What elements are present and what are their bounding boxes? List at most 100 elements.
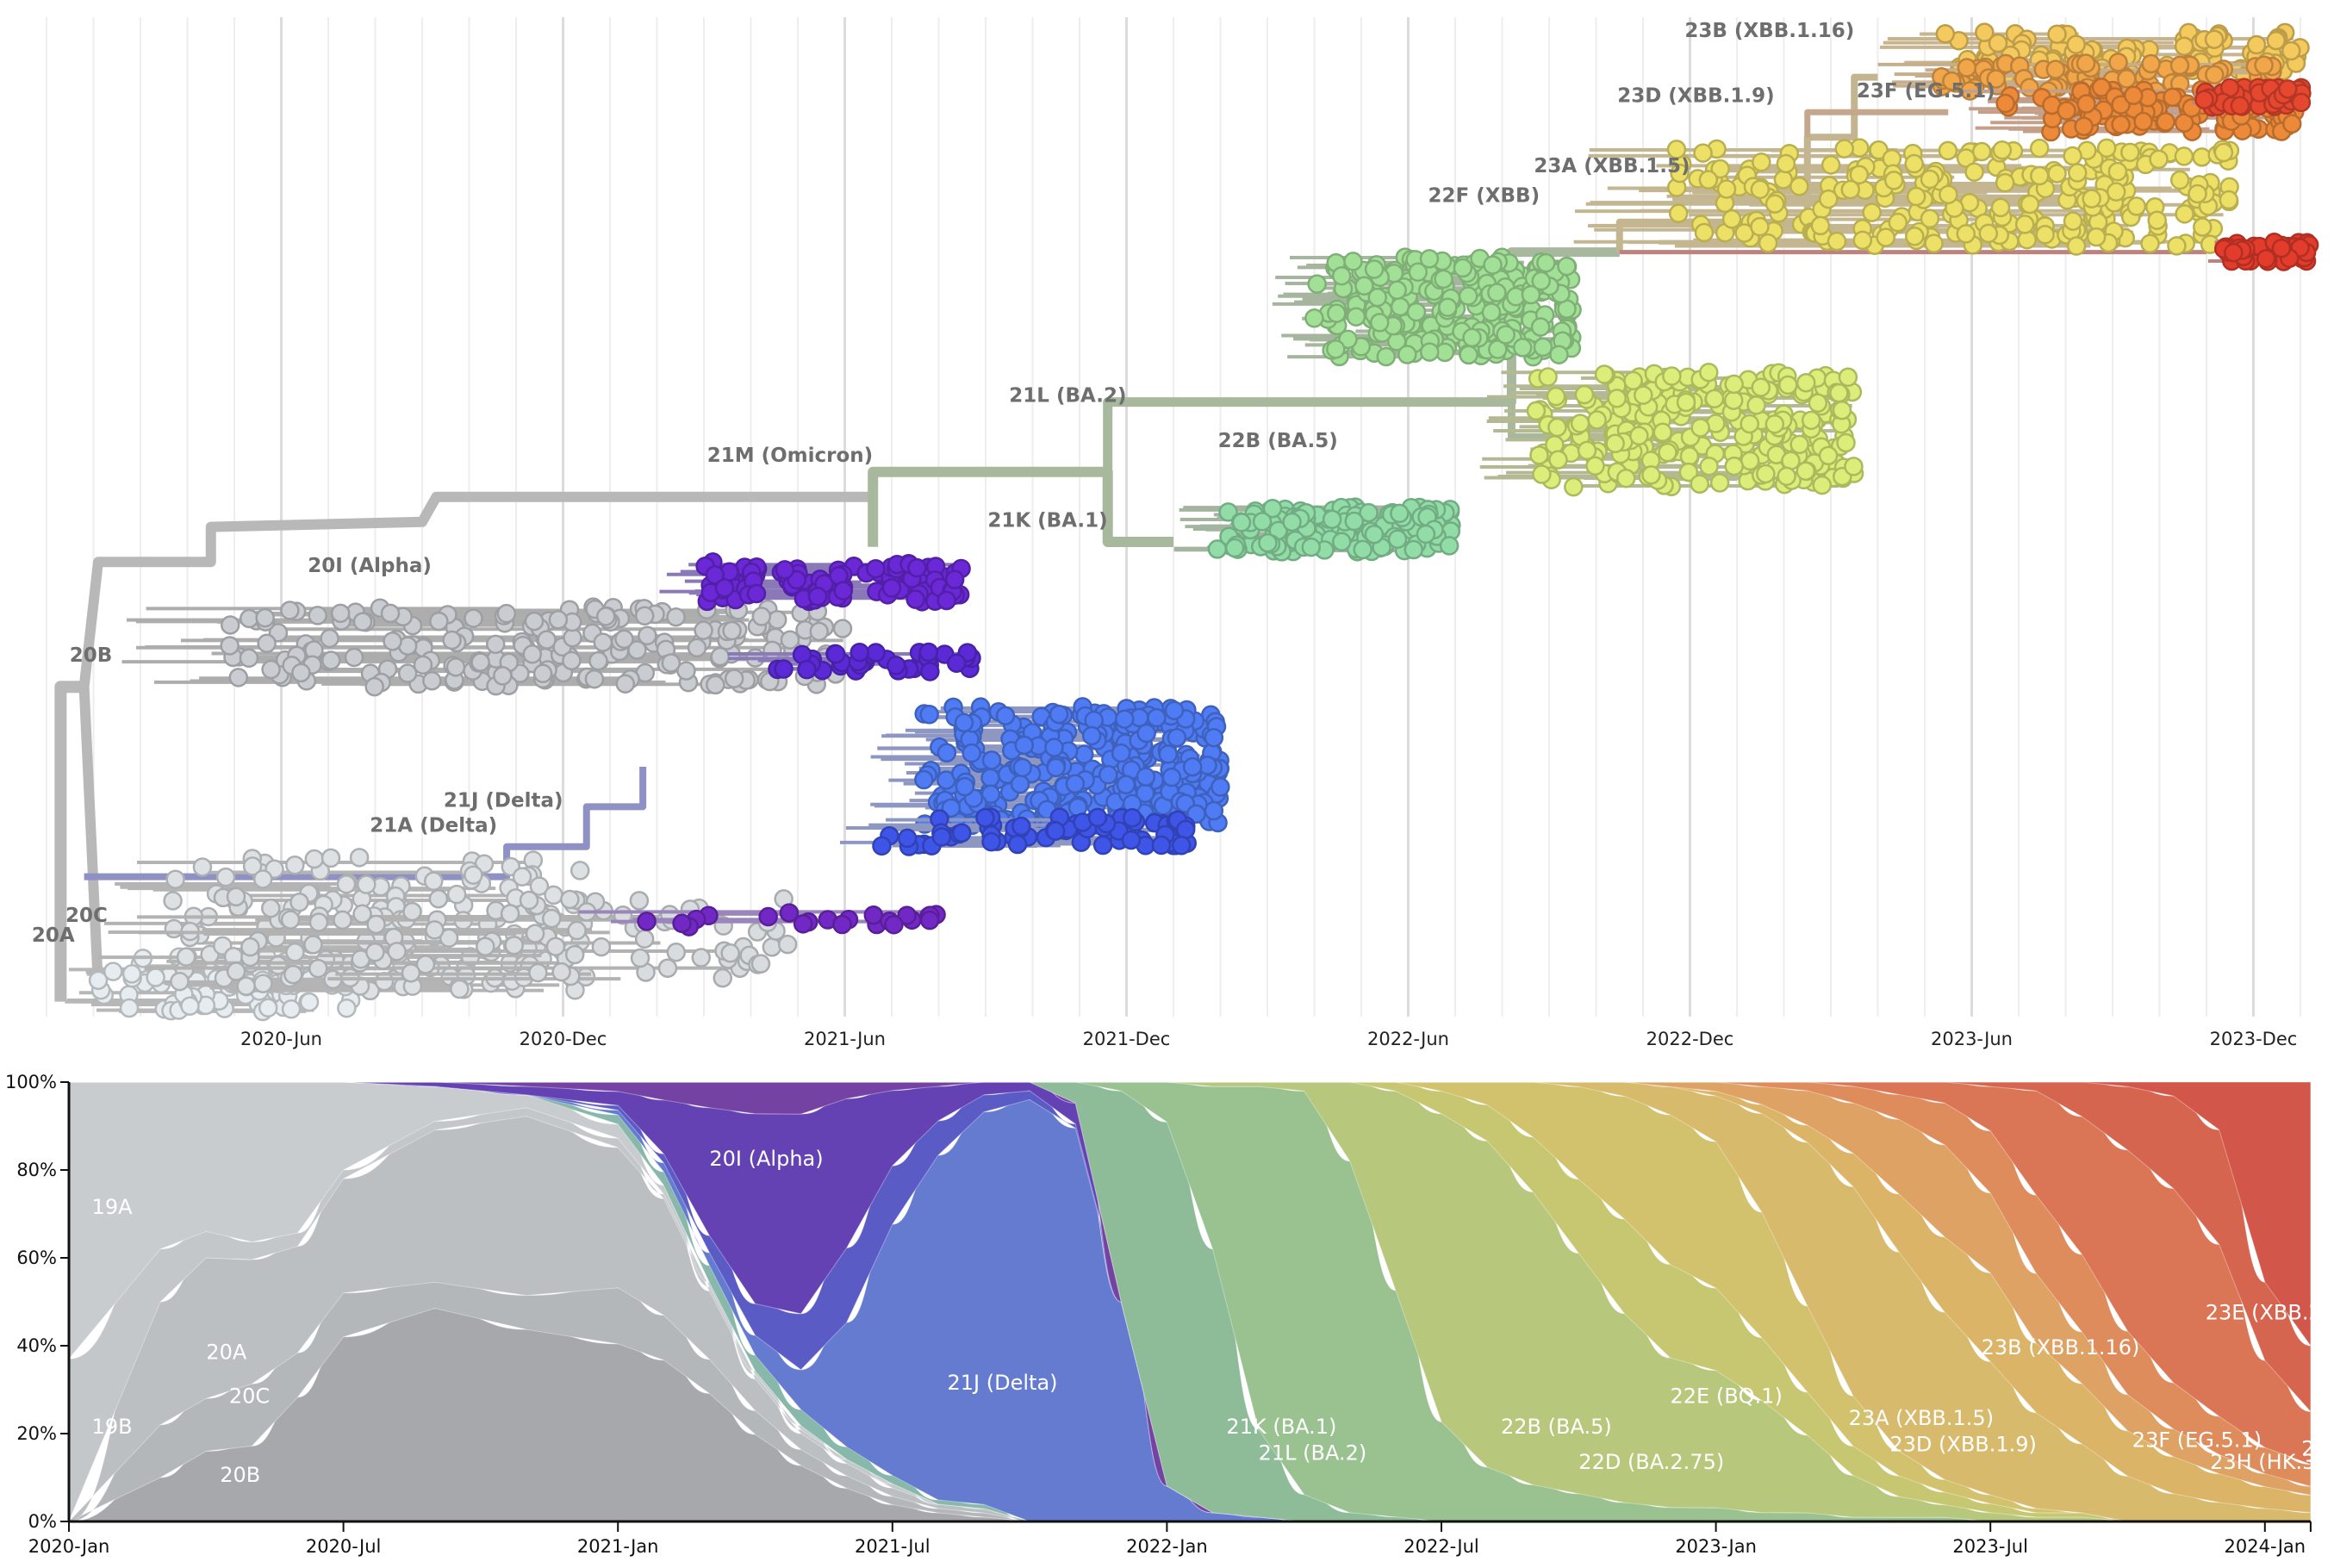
tree-tip	[1408, 262, 1428, 283]
tree-clade-21k-ba-1-	[1173, 497, 1461, 562]
tree-tip	[192, 857, 213, 877]
tree-tip	[1690, 474, 1710, 494]
tree-tip	[2045, 59, 2066, 79]
tree-tip	[320, 628, 339, 649]
tree-tip	[1750, 179, 1771, 200]
tree-tip	[980, 768, 1000, 788]
frequency-clade-label: 23E (XBB.2.3)	[2206, 1300, 2334, 1324]
tree-tip	[758, 906, 778, 927]
tree-tip	[2167, 236, 2187, 256]
tree-branch	[78, 686, 103, 987]
tree-clade-22b-ba-5-	[1479, 362, 1864, 497]
tree-tip	[2194, 90, 2214, 109]
tree-tip	[1359, 502, 1379, 523]
tree-tip	[1796, 461, 1815, 482]
tree-tip	[1182, 756, 1203, 777]
tree-tip	[255, 607, 275, 628]
tree-tip	[1746, 395, 1766, 415]
tree-tip	[1577, 440, 1597, 461]
tree-tip	[1662, 366, 1682, 386]
tree-tip	[1116, 775, 1136, 795]
tree-tip	[706, 675, 725, 695]
tree-tip	[522, 644, 543, 664]
tree-tip	[1171, 836, 1192, 856]
tree-tip	[2169, 55, 2190, 76]
tree-tip	[1740, 451, 1760, 471]
tree-tip	[2096, 138, 2117, 159]
tree-tip	[1840, 179, 1861, 200]
tree-clade-label: 20I (Alpha)	[308, 555, 432, 577]
tree-tip	[2030, 165, 2050, 186]
tree-tip	[397, 663, 418, 683]
frequency-clade-label: 23F (EG.5.1)	[2132, 1428, 2262, 1452]
tree-tip	[807, 587, 828, 607]
tree-tip	[1699, 362, 1719, 383]
tree-tip	[637, 912, 657, 931]
tree-tip	[336, 874, 357, 894]
tree-tip	[257, 633, 277, 654]
tree-tip	[937, 590, 956, 611]
tree-tip	[119, 998, 140, 1018]
tree-tip	[1376, 346, 1397, 367]
tree-tip	[1796, 373, 1816, 393]
tree-tip	[2213, 142, 2234, 163]
x-tick-label: 2020-Jul	[306, 1536, 382, 1557]
tree-tip	[364, 676, 384, 697]
tree-tip	[1844, 457, 1864, 476]
frequency-clade-label: 23A (XBB.1.5)	[1849, 1406, 1994, 1430]
tree-tip	[1099, 765, 1118, 785]
tree-tip	[163, 891, 183, 911]
tree-tip	[285, 943, 305, 962]
tree-tip	[866, 643, 886, 663]
frequency-clade-label: 21K (BA.1)	[1226, 1415, 1336, 1439]
tree-tip	[762, 937, 782, 957]
tree-tip	[1332, 532, 1352, 552]
tree-clade-labels: 23B (XBB.1.16) 23D (XBB.1.9) 23F (EG.5.1) 2…	[32, 20, 1995, 947]
tree-tip	[1990, 197, 2011, 218]
tree-tip	[1532, 464, 1552, 484]
tree-tip	[1322, 509, 1342, 530]
tree-clade-label: 21A (Delta)	[370, 814, 497, 837]
tree-tip	[1167, 727, 1187, 748]
tree-tip	[2063, 211, 2083, 231]
frequency-clade-label: 19A	[92, 1195, 134, 1219]
tree-tip	[672, 913, 692, 934]
tree-tip	[1326, 339, 1346, 359]
x-tick-label: 2024-Jan	[2225, 1536, 2306, 1557]
tree-tip	[548, 610, 569, 630]
tree-tip	[2169, 170, 2190, 190]
tree-tip	[750, 954, 771, 974]
tree-tip	[450, 979, 470, 999]
tree-tip	[850, 642, 869, 663]
frequency-clade-label: 20C	[229, 1384, 270, 1408]
tree-tip	[1218, 502, 1238, 522]
tree-tip	[258, 998, 278, 1018]
tree-tip	[1301, 537, 1322, 557]
tree-tip	[2174, 146, 2194, 166]
clade-frequency-stream-chart: 19A 19B 20A 20C 20B 20I (Alpha) 21J (Delta) 21K…	[5, 1072, 2334, 1557]
frequency-clade-label: 23D (XBB.1.9)	[1889, 1432, 2037, 1456]
tree-tip	[1370, 313, 1390, 333]
tree-tip	[2126, 196, 2147, 216]
tree-tip	[1538, 367, 1558, 387]
tree-tip	[1487, 283, 1507, 302]
frequency-clade-label: 22D (BA.2.75)	[1578, 1450, 1724, 1474]
tree-tip	[1282, 512, 1302, 532]
tree-tip	[919, 910, 940, 930]
tree-tip	[1812, 475, 1833, 495]
tree-tip	[1920, 208, 1940, 229]
tree-tip	[593, 632, 613, 652]
tree-tip	[724, 669, 744, 688]
tree-tip	[954, 712, 974, 733]
tree-tip	[2106, 182, 2126, 202]
tree-tip	[630, 948, 650, 968]
frequency-clade-label: 20B	[220, 1463, 260, 1487]
tree-tip	[1158, 744, 1179, 764]
tree-tip	[1136, 767, 1156, 787]
tree-tip	[1354, 276, 1374, 296]
tree-tip	[545, 936, 566, 956]
tree-tip	[694, 620, 713, 640]
tree-tip	[470, 652, 490, 672]
tree-clade-label: 22B (BA.5)	[1218, 430, 1338, 452]
tree-x-tick-label: 2023-Jun	[1931, 1029, 2013, 1049]
